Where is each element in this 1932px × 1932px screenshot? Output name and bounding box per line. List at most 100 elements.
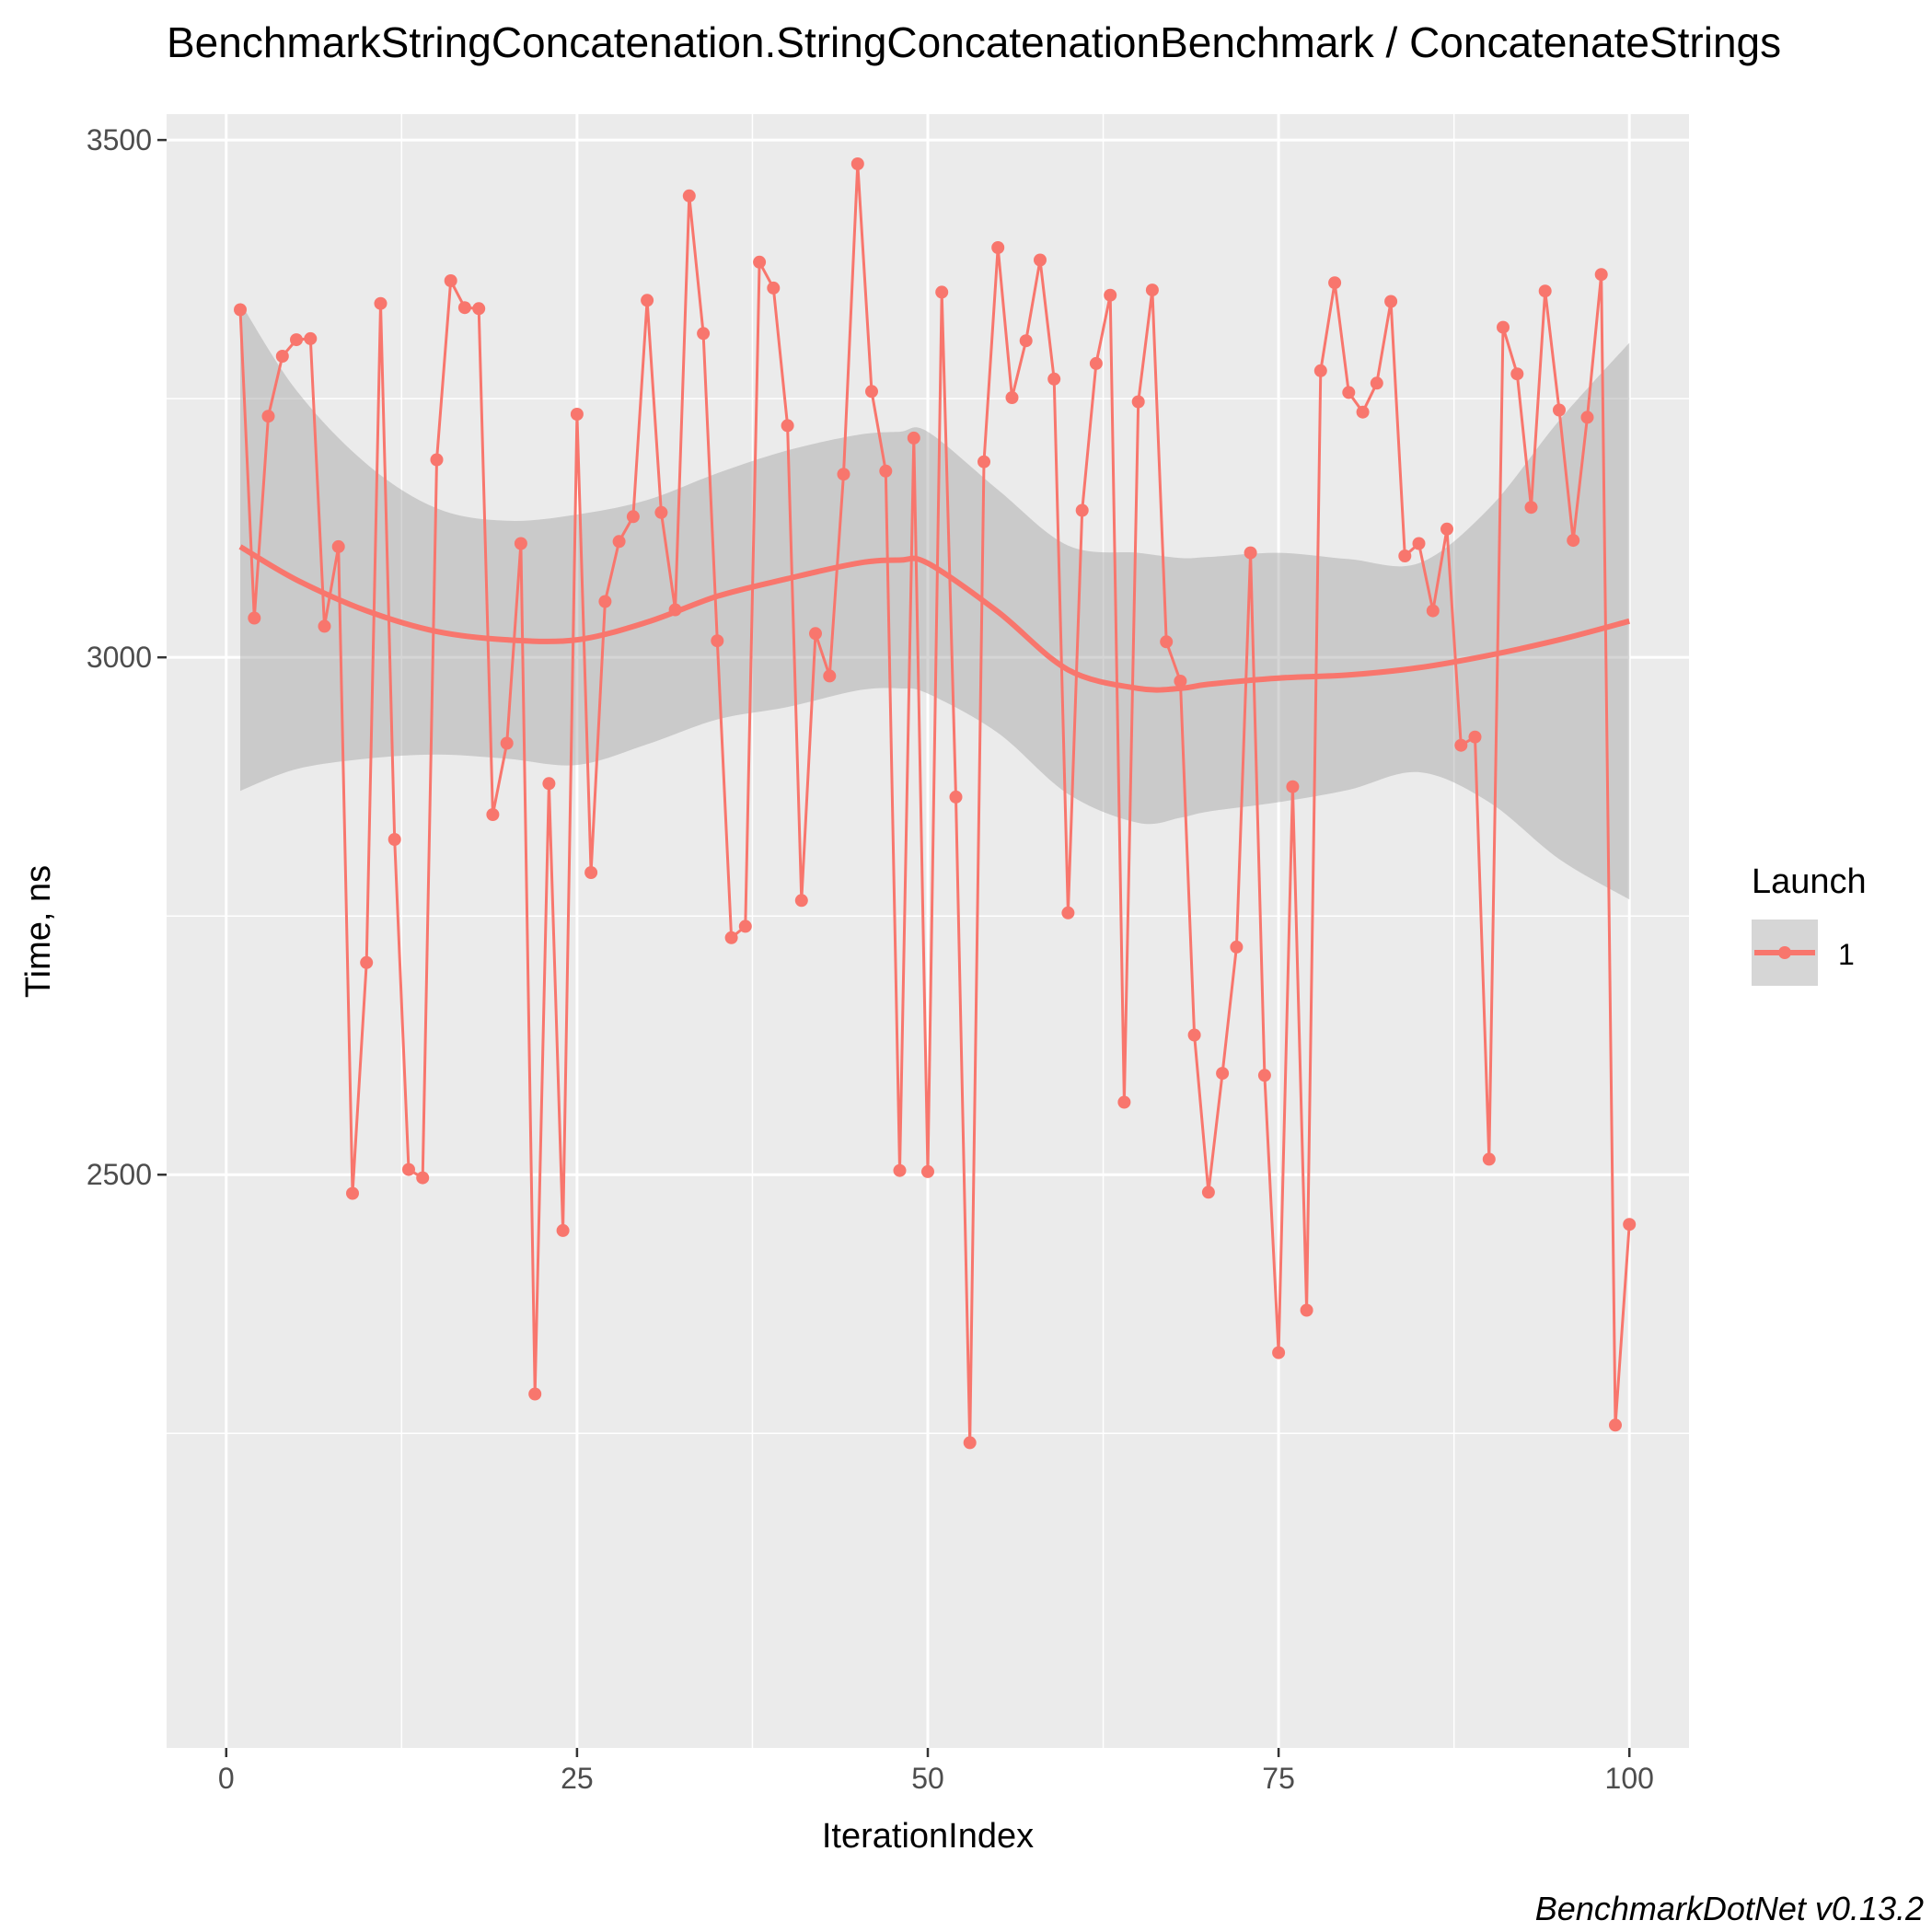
x-axis-title: IterationIndex: [822, 1817, 1034, 1856]
data-point: [1594, 268, 1608, 282]
data-point: [570, 408, 584, 421]
x-tick-label: 75: [1262, 1762, 1295, 1795]
data-point: [1075, 503, 1089, 517]
chart-title: BenchmarkStringConcatenation.StringConca…: [167, 18, 1781, 66]
data-point: [444, 274, 457, 287]
data-point: [1440, 522, 1453, 536]
data-point: [641, 294, 654, 307]
data-point: [865, 385, 878, 399]
data-point: [1160, 635, 1174, 649]
data-point: [1019, 334, 1033, 348]
data-point: [949, 790, 963, 804]
data-point: [1117, 1095, 1131, 1109]
data-point: [753, 255, 767, 269]
axis-ticks: [157, 138, 1631, 1757]
data-point: [1482, 1152, 1496, 1166]
data-point: [430, 453, 444, 467]
x-tick-label: 50: [911, 1762, 944, 1795]
x-tick-label: 0: [218, 1762, 235, 1795]
data-point: [738, 920, 752, 933]
data-point: [1580, 411, 1594, 424]
data-point: [248, 611, 261, 625]
legend-title: Launch: [1752, 862, 1867, 901]
data-point: [1328, 276, 1342, 290]
data-point: [1061, 906, 1075, 920]
data-point: [1426, 604, 1440, 618]
series-line-1: [238, 163, 1631, 1443]
data-point: [1201, 1186, 1215, 1199]
data-point: [1609, 1418, 1622, 1432]
data-point: [711, 634, 724, 648]
smooth-line: [238, 544, 1630, 693]
caption: BenchmarkDotNet v0.13.2: [1535, 1890, 1924, 1927]
data-point: [1553, 403, 1566, 417]
data-point: [457, 301, 471, 315]
data-point: [1454, 738, 1468, 752]
data-point: [626, 510, 640, 524]
data-point: [1510, 367, 1524, 381]
data-point: [416, 1171, 430, 1185]
data-point: [1005, 391, 1019, 404]
data-point: [261, 410, 275, 423]
data-point: [963, 1436, 977, 1450]
data-point: [1623, 1218, 1637, 1232]
data-point: [1313, 364, 1327, 377]
legend-entry-label: 1: [1838, 938, 1855, 971]
data-point: [794, 894, 808, 908]
y-tick-label: 3500: [87, 123, 152, 156]
data-point: [809, 627, 822, 641]
data-point: [697, 327, 711, 341]
data-point: [1047, 372, 1061, 386]
data-point: [682, 189, 696, 202]
data-point: [360, 955, 374, 969]
tick-labels: 0 25 50 75 100 2500 3000 3500: [87, 123, 1654, 1795]
data-point: [1412, 537, 1426, 550]
data-point: [978, 455, 990, 469]
data-point: [767, 281, 781, 295]
data-point: [1089, 356, 1103, 370]
data-point: [556, 1223, 570, 1237]
data-point: [500, 736, 514, 750]
data-point: [1187, 1028, 1201, 1042]
data-point: [1034, 253, 1047, 267]
data-point: [1300, 1303, 1313, 1317]
data-point: [1174, 675, 1187, 688]
data-point: [1216, 1067, 1230, 1081]
data-point: [528, 1387, 542, 1401]
data-point: [1468, 730, 1482, 744]
x-tick-label: 100: [1605, 1762, 1654, 1795]
data-point: [1145, 283, 1159, 297]
data-point: [1230, 940, 1244, 954]
data-point: [374, 296, 388, 310]
data-point: [654, 505, 668, 519]
data-point: [1131, 395, 1145, 409]
data-point: [1398, 550, 1412, 562]
data-point: [234, 303, 247, 317]
data-point: [823, 669, 837, 683]
grid-major: [167, 114, 1689, 1748]
data-point: [472, 302, 486, 316]
data-point: [907, 431, 920, 445]
data-point: [290, 333, 303, 347]
data-point: [331, 539, 345, 553]
data-point: [991, 241, 1005, 254]
data-point: [921, 1164, 934, 1178]
data-point: [1286, 780, 1300, 793]
data-point: [1524, 501, 1538, 515]
data-point: [1244, 546, 1257, 560]
data-point: [304, 331, 318, 345]
data-point: [1342, 386, 1356, 399]
y-tick-label: 2500: [87, 1158, 152, 1191]
x-tick-label: 25: [561, 1762, 594, 1795]
data-point: [1104, 288, 1117, 302]
data-point: [612, 535, 626, 549]
series-points: [234, 157, 1637, 1450]
data-point: [1567, 534, 1580, 548]
y-axis-title: Time, ns: [19, 865, 58, 998]
data-point: [935, 285, 949, 299]
data-point: [893, 1163, 907, 1177]
data-point: [514, 537, 527, 550]
data-point: [388, 833, 401, 846]
data-point: [275, 350, 289, 363]
